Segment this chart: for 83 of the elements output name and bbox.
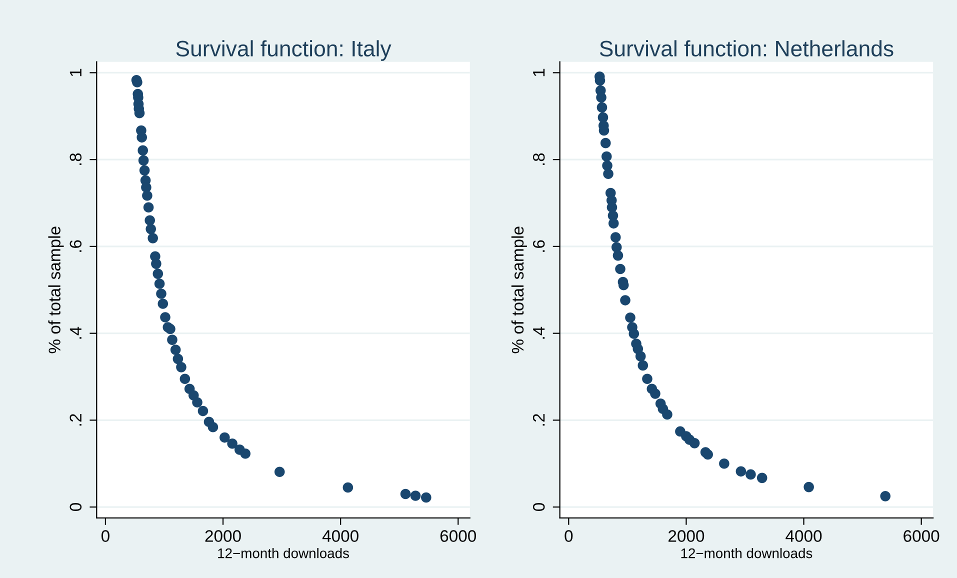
point [240,448,251,459]
y-tick-label: 0 [70,503,82,512]
point [804,482,814,492]
point [139,165,150,176]
point [662,409,672,420]
point [142,190,152,201]
y-axis-title: % of total sample [511,226,527,354]
point [702,449,713,460]
point [160,312,170,322]
point [172,354,184,364]
x-tick-label: 0 [564,530,573,542]
point [154,278,165,289]
y-tick-label: .6 [532,240,545,252]
point [220,432,230,443]
x-tick-label: 2000 [668,530,704,542]
point [167,334,178,345]
point [421,492,432,503]
point [628,328,640,339]
point [880,491,890,502]
point [198,406,208,416]
point [635,351,646,362]
y-tick-label: .8 [70,153,82,165]
point [642,374,652,384]
point [158,298,168,309]
point [227,438,238,449]
point [208,422,218,432]
point [719,458,730,469]
y-tick-label: 0 [532,503,545,512]
point [152,268,164,279]
point [143,202,154,212]
point [138,145,148,156]
point [746,469,756,480]
point [410,490,421,501]
point [689,438,700,448]
y-axis-title: % of total sample [48,226,64,354]
point [596,92,606,103]
y-tick-label: .2 [70,414,82,426]
point [601,151,612,162]
y-tick-label: .2 [532,414,545,426]
point [156,288,166,299]
point [596,102,608,113]
y-tick-label: .4 [70,326,82,339]
point [180,374,190,384]
x-tick-label: 6000 [440,530,476,542]
point [608,218,619,229]
x-tick-label: 2000 [205,530,241,542]
y-tick-label: .8 [532,153,545,165]
y-tick-label: .6 [70,240,82,252]
point [138,155,149,166]
point [151,258,162,269]
x-axis-title: 12−month downloads [681,548,812,558]
point [756,472,768,484]
y-tick-label: 1 [70,68,82,76]
chart-title: Survival function: Italy [176,40,392,61]
x-tick-label: 4000 [786,530,822,542]
point [400,488,411,500]
point [136,132,148,143]
point [610,232,621,242]
point [342,482,354,493]
point [620,295,630,306]
point [144,215,155,226]
point [192,397,202,408]
point [146,224,156,234]
x-tick-label: 4000 [322,530,358,542]
point [165,324,176,334]
point [176,362,186,372]
chart-title: Survival function: Netherlands [600,40,894,57]
point [650,388,660,399]
point [612,250,624,261]
point [600,138,611,148]
point [736,466,746,477]
point [170,344,181,355]
point [615,264,626,274]
x-tick-label: 6000 [904,530,940,542]
point [274,466,285,477]
x-tick-label: 0 [101,530,110,542]
point [638,360,648,371]
point [603,168,614,180]
y-tick-label: .4 [533,326,545,339]
point [148,233,158,244]
x-axis-title: 12−month downloads [218,548,349,558]
point [625,312,636,323]
y-tick-label: 1 [533,68,545,76]
